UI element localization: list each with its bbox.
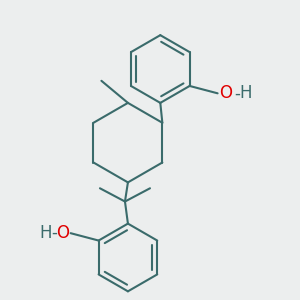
Text: -: - — [52, 224, 57, 242]
Text: H: H — [39, 224, 52, 242]
Text: O: O — [219, 84, 232, 102]
Text: -: - — [234, 84, 240, 102]
Text: H: H — [240, 84, 252, 102]
Text: O: O — [56, 224, 69, 242]
